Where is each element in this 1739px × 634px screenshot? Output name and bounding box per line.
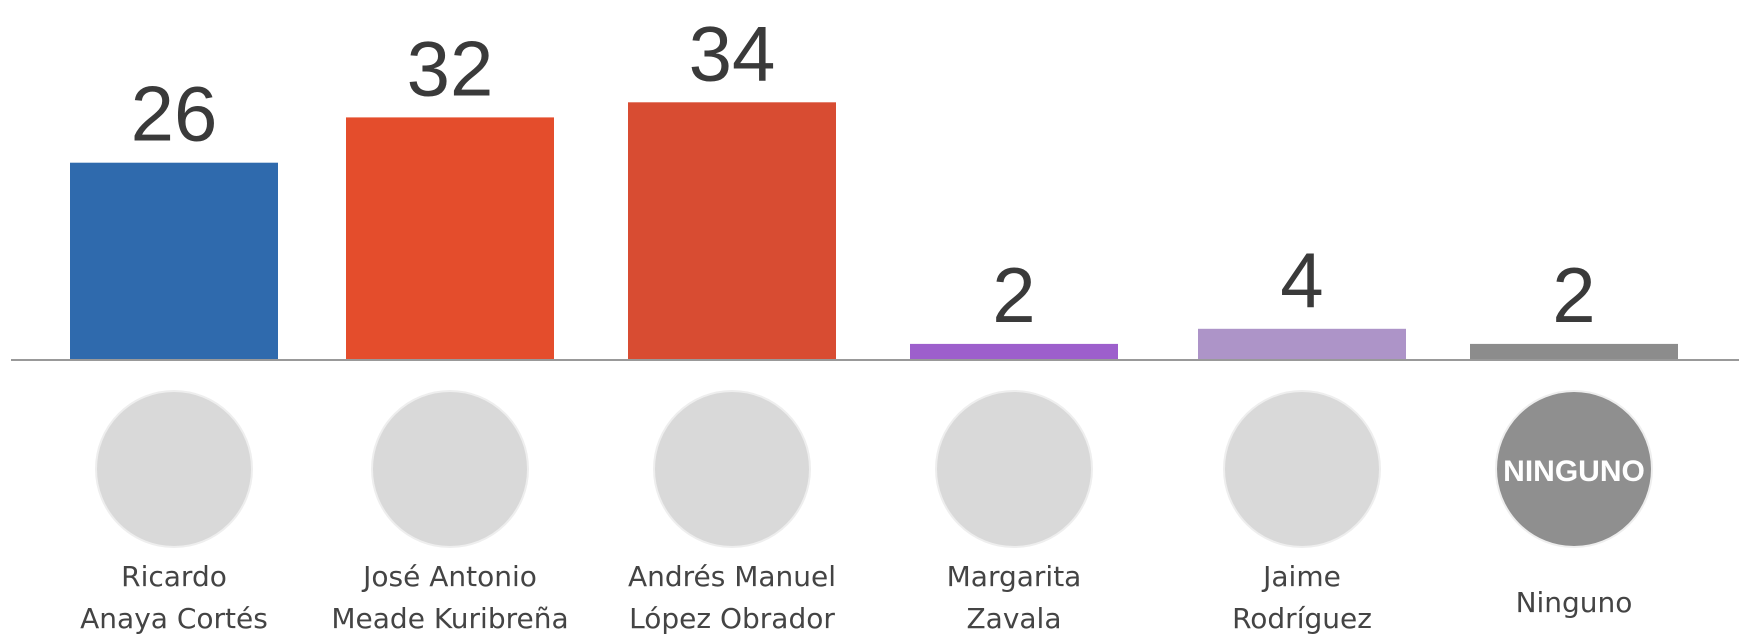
candidate-name: Anaya Cortés: [80, 602, 268, 634]
bar: [346, 117, 554, 359]
candidate-name: López Obrador: [629, 602, 835, 634]
candidate-photo: [654, 391, 810, 547]
chart: 26 Ricardo Anaya Cortés 32 José Antonio Meade…: [0, 0, 1739, 634]
candidate-name: Rodríguez: [1232, 602, 1372, 634]
candidate-photo: [1224, 391, 1380, 547]
candidate-name: Andrés Manuel: [628, 560, 836, 593]
candidate-name: Jaime: [1261, 560, 1341, 593]
candidate-name: Margarita: [947, 560, 1082, 593]
candidate-photo: [96, 391, 252, 547]
none-badge-text: NINGUNO: [1503, 455, 1645, 488]
value-label: 32: [407, 24, 494, 112]
candidate-name: Meade Kuribreña: [331, 602, 568, 634]
value-label: 34: [689, 9, 776, 97]
bar: [1470, 344, 1678, 359]
candidate-name: Zavala: [966, 602, 1061, 634]
value-label: 2: [992, 251, 1035, 339]
value-label: 26: [131, 70, 218, 158]
candidate-photo: [372, 391, 528, 547]
bar: [628, 102, 836, 359]
candidate-name: Ricardo: [121, 560, 227, 593]
candidate-name: Ninguno: [1516, 586, 1633, 619]
bar: [1198, 329, 1406, 359]
candidate-name: José Antonio: [361, 560, 537, 593]
candidate-photo: [936, 391, 1092, 547]
value-label: 2: [1552, 251, 1595, 339]
bar: [70, 163, 278, 359]
value-label: 4: [1280, 236, 1323, 324]
bar: [910, 344, 1118, 359]
